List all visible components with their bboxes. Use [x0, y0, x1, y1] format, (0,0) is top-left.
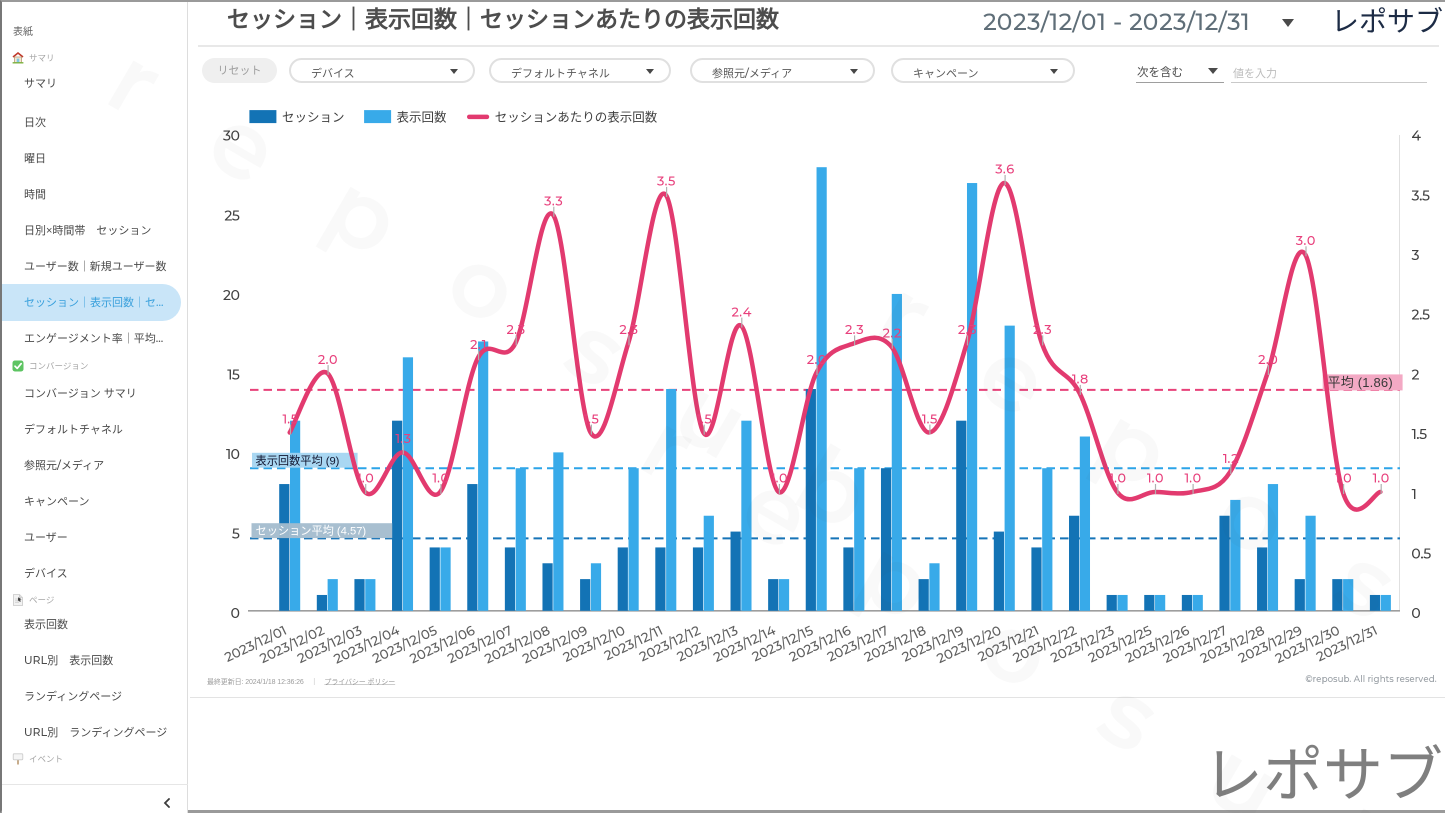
svg-text:1.5: 1.5	[921, 412, 939, 427]
svg-text:3.5: 3.5	[657, 175, 676, 190]
svg-text:3.5: 3.5	[1412, 186, 1431, 204]
svg-text:2.2: 2.2	[883, 326, 902, 341]
svg-text:1.0: 1.0	[1334, 472, 1353, 487]
svg-text:2.3: 2.3	[619, 323, 638, 338]
svg-text:1.0: 1.0	[356, 472, 375, 487]
svg-text:セッションあたりの表示回数: セッションあたりの表示回数	[495, 110, 658, 125]
svg-text:表示回数: 表示回数	[397, 110, 448, 125]
svg-text:セッション平均 (4.57): セッション平均 (4.57)	[256, 524, 367, 538]
svg-text:20: 20	[223, 286, 241, 304]
svg-text:1.0: 1.0	[1183, 472, 1202, 487]
svg-text:0: 0	[1412, 604, 1422, 622]
svg-text:1.5: 1.5	[1412, 425, 1428, 443]
svg-text:表示回数平均 (9): 表示回数平均 (9)	[256, 453, 340, 467]
svg-text:平均 (1.86): 平均 (1.86)	[1328, 375, 1393, 390]
svg-text:0.5: 0.5	[1412, 545, 1432, 563]
svg-text:2.3: 2.3	[845, 323, 864, 338]
svg-text:1.0: 1.0	[431, 472, 450, 487]
svg-text:2.3: 2.3	[1033, 323, 1052, 338]
svg-text:2.3: 2.3	[507, 323, 526, 338]
svg-text:2.1: 2.1	[470, 338, 487, 353]
svg-text:3.3: 3.3	[544, 194, 563, 209]
svg-text:2.0: 2.0	[1258, 353, 1278, 368]
svg-text:2.0: 2.0	[807, 353, 827, 368]
svg-text:1: 1	[1412, 485, 1417, 503]
svg-text:1.0: 1.0	[1146, 472, 1165, 487]
svg-text:1.0: 1.0	[1371, 472, 1390, 487]
svg-text:3.0: 3.0	[1296, 234, 1316, 249]
svg-text:1.3: 1.3	[394, 432, 412, 447]
svg-text:0: 0	[231, 604, 241, 622]
svg-text:10: 10	[226, 445, 241, 463]
svg-text:2: 2	[1412, 365, 1421, 383]
svg-text:1.0: 1.0	[769, 472, 788, 487]
svg-text:30: 30	[223, 127, 241, 145]
svg-text:15: 15	[227, 365, 240, 383]
svg-text:1.5: 1.5	[281, 412, 299, 427]
svg-text:1.5: 1.5	[695, 412, 713, 427]
svg-text:1.0: 1.0	[1108, 472, 1127, 487]
svg-text:セッション: セッション	[282, 111, 345, 125]
svg-text:1.8: 1.8	[1071, 373, 1090, 388]
svg-text:1.2: 1.2	[1221, 452, 1239, 467]
svg-text:2.4: 2.4	[732, 305, 752, 320]
svg-text:2.3: 2.3	[958, 323, 977, 338]
svg-text:25: 25	[224, 206, 240, 224]
svg-text:3.6: 3.6	[995, 163, 1015, 178]
svg-text:1.5: 1.5	[582, 412, 600, 427]
svg-text:4: 4	[1412, 127, 1421, 145]
svg-text:3: 3	[1412, 246, 1421, 264]
svg-text:2.0: 2.0	[318, 353, 338, 368]
svg-text:2.5: 2.5	[1412, 306, 1431, 324]
svg-text:5: 5	[231, 525, 240, 543]
